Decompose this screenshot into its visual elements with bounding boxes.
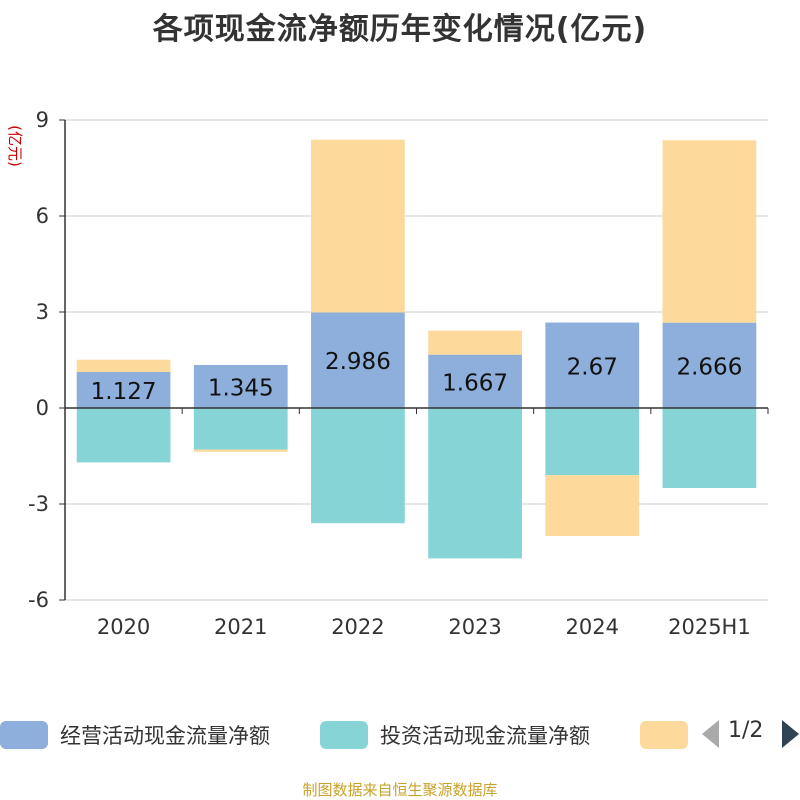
bar-operating-2021 [193, 364, 288, 408]
legend-page-indicator: 1/2 [728, 718, 764, 743]
y-tick-label: -6 [28, 588, 49, 612]
bar-investing-2025H1 [662, 408, 757, 488]
y-tick-label: 3 [36, 300, 49, 324]
data-source-note: 制图数据来自恒生聚源数据库 [302, 781, 498, 799]
legend-swatch-third [640, 721, 688, 749]
data-label: 2.986 [325, 349, 391, 375]
legend-label-investing: 投资活动现金流量净额 [380, 724, 590, 748]
x-tick-label: 2025H1 [668, 615, 751, 639]
bar-investing-2022 [311, 408, 405, 524]
y-tick-label: 9 [36, 108, 49, 132]
bar-operating-2022 [311, 312, 405, 408]
x-tick-label: 2020 [97, 615, 150, 639]
x-tick-label: 2022 [331, 615, 384, 639]
bar-investing-2024 [545, 408, 640, 476]
legend-next-page-icon[interactable] [782, 720, 799, 748]
chart-title: 各项现金流净额历年变化情况(亿元) [152, 12, 648, 47]
y-axis-label: (亿元) [6, 125, 24, 167]
bar-operating-2020 [76, 371, 171, 408]
y-tick-label: 6 [36, 204, 49, 228]
x-tick-label: 2024 [566, 615, 619, 639]
data-label: 1.667 [442, 370, 508, 396]
bar-investing-2020 [76, 408, 171, 463]
bar-third-2022 [311, 139, 405, 313]
bar-operating-2023 [428, 354, 522, 408]
bar-third-2021 [193, 449, 288, 452]
bar-investing-2023 [428, 408, 522, 559]
legend-label-operating: 经营活动现金流量净额 [60, 724, 270, 748]
legend-swatch-investing [320, 721, 368, 749]
data-label: 2.67 [567, 354, 618, 380]
y-tick-label: 0 [36, 396, 49, 420]
bar-operating-2024 [545, 322, 640, 408]
bar-third-2023 [428, 330, 522, 355]
y-tick-label: -3 [28, 492, 49, 516]
bar-third-2024 [545, 475, 640, 536]
legend-swatch-operating [0, 721, 48, 749]
data-label: 1.127 [91, 379, 157, 405]
bar-investing-2021 [193, 408, 288, 450]
x-tick-label: 2023 [448, 615, 501, 639]
x-tick-label: 2021 [214, 615, 267, 639]
legend-prev-page-icon[interactable] [702, 720, 719, 748]
bar-third-2020 [76, 359, 171, 372]
data-label: 2.666 [676, 354, 742, 380]
bar-third-2025H1 [662, 140, 757, 323]
data-label: 1.345 [208, 375, 274, 401]
bar-operating-2025H1 [662, 322, 757, 408]
